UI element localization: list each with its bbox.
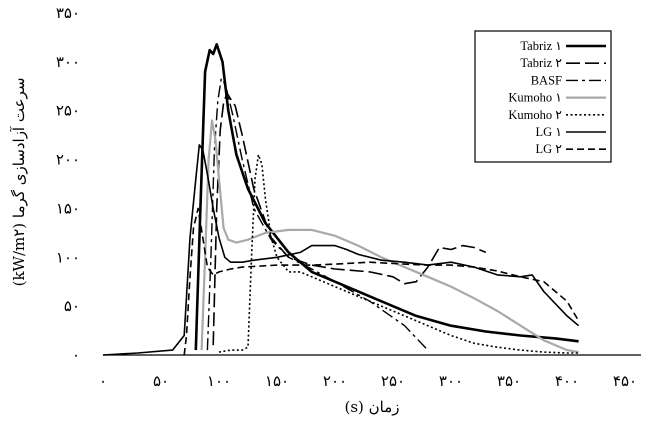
legend-label: LG ۲ xyxy=(535,142,562,156)
legend-label: BASF xyxy=(531,73,562,87)
x-tick-label: ۴۰۰ xyxy=(555,372,579,390)
legend-label: Kumoho ۱ xyxy=(508,91,562,105)
y-tick-label: ۳۰۰ xyxy=(56,53,80,71)
x-tick-label: ۳۵۰ xyxy=(497,372,521,390)
legend: Tabriz ۱ Tabriz ۲ BASF Kumoho ۱ Kumoho ۲ LG ۱… xyxy=(474,30,612,163)
y-tick-label: ۱۰۰ xyxy=(56,248,80,266)
legend-label: Tabriz ۱ xyxy=(520,39,562,53)
series-line-6 xyxy=(102,144,580,356)
series-line-7 xyxy=(183,207,580,356)
legend-label: Kumoho ۲ xyxy=(508,108,562,122)
y-tick-label: ۰ xyxy=(72,346,80,364)
x-tick-label: ۳۰۰ xyxy=(439,372,463,390)
series-layer xyxy=(102,42,580,356)
x-tick-label: ۴۵۰ xyxy=(613,372,637,390)
y-axis-label: سرعت آزادسازی گرما (kW/m۲) xyxy=(10,78,28,287)
series-line-4 xyxy=(200,119,579,354)
series-line-3 xyxy=(206,77,429,351)
x-axis-label: زمان (s) xyxy=(344,398,399,416)
y-tick-label: ۱۵۰ xyxy=(56,199,80,217)
series-line-2 xyxy=(212,92,487,346)
legend-label: LG ۱ xyxy=(535,125,562,139)
legend-label: Tabriz ۲ xyxy=(520,56,562,70)
x-tick-label: ۲۰۰ xyxy=(323,372,347,390)
x-tick-label: ۱۰۰ xyxy=(207,372,231,390)
y-tick-label: ۲۰۰ xyxy=(56,151,80,169)
y-tick-labels: ۰ ۵۰ ۱۰۰ ۱۵۰ ۲۰۰ ۲۵۰ ۳۰۰ ۳۵۰ xyxy=(56,4,80,364)
y-tick-label: ۲۵۰ xyxy=(56,102,80,120)
x-tick-labels: ۰ ۵۰ ۱۰۰ ۱۵۰ ۲۰۰ ۲۵۰ ۳۰۰ ۳۵۰ ۴۰۰ ۴۵۰ xyxy=(99,372,637,390)
x-tick-label: ۲۵۰ xyxy=(381,372,405,390)
y-tick-label: ۵۰ xyxy=(64,297,80,315)
series-line-5 xyxy=(218,153,579,354)
y-tick-label: ۳۵۰ xyxy=(56,4,80,22)
x-tick-label: ۰ xyxy=(99,372,107,390)
x-tick-label: ۵۰ xyxy=(153,372,169,390)
x-tick-label: ۱۵۰ xyxy=(265,372,289,390)
